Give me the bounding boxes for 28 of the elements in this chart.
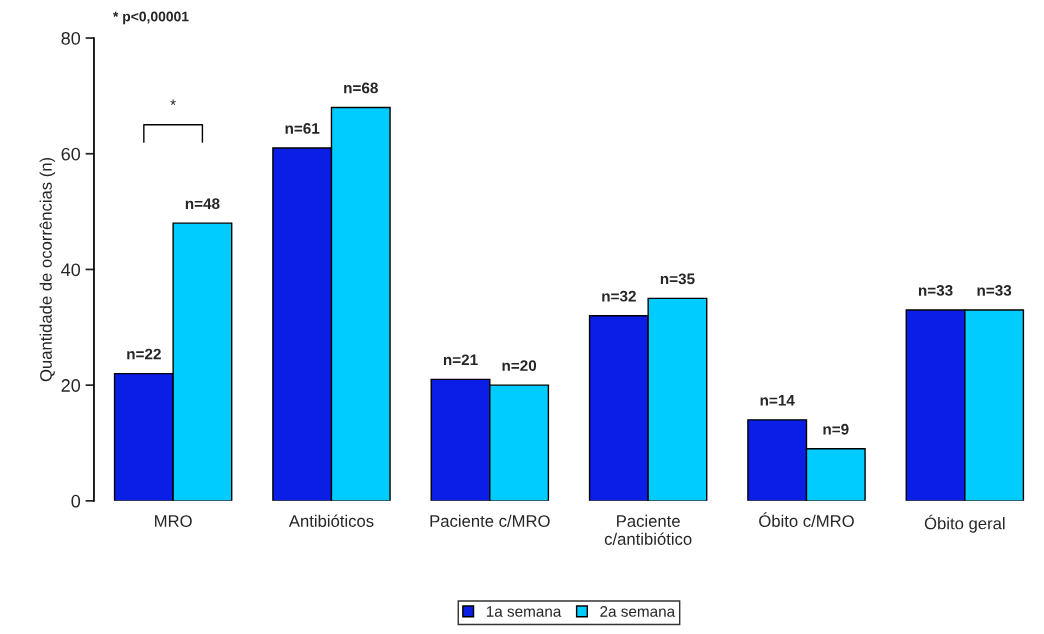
legend-label: 2a semana bbox=[600, 606, 676, 617]
annotation: * bbox=[170, 99, 176, 105]
data-label: n=21 bbox=[443, 354, 478, 366]
data-label: n=14 bbox=[760, 395, 795, 406]
y-tick-label: 60 bbox=[61, 147, 81, 161]
x-tick-label: Óbito c/MRO bbox=[759, 512, 854, 527]
y-tick-label: 20 bbox=[61, 379, 81, 392]
y-axis-title: Quantidade de ocorrências (n) bbox=[39, 157, 56, 382]
y-tick-label: 80 bbox=[61, 31, 81, 45]
data-label: n=20 bbox=[502, 360, 537, 372]
text: * p<0,00001 bbox=[113, 11, 189, 25]
data-label: n=9 bbox=[823, 423, 849, 435]
x-tick-label: MRO bbox=[155, 515, 192, 527]
y-tick-label: 0 bbox=[71, 494, 81, 508]
data-label: n=32 bbox=[602, 290, 636, 302]
data-label: n=61 bbox=[285, 123, 320, 134]
data-label: n=33 bbox=[918, 285, 953, 296]
x-tick-label: Antibióticos bbox=[288, 514, 374, 527]
data-label: n=22 bbox=[127, 348, 161, 360]
data-label: n=68 bbox=[344, 82, 378, 94]
y-tick-label: 40 bbox=[61, 263, 81, 277]
data-label: n=48 bbox=[185, 198, 220, 210]
legend-label: 1a semana bbox=[486, 606, 562, 617]
data-label: n=35 bbox=[660, 273, 695, 285]
x-tick-label: Óbito geral bbox=[924, 514, 1005, 533]
data-label: n=33 bbox=[977, 285, 1012, 296]
x-tick-label: Paciente c/MRO bbox=[430, 514, 550, 527]
x-tick-label: Paciente c/antibiótico bbox=[604, 514, 692, 545]
